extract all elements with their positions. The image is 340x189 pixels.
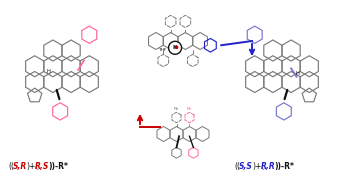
Text: ))-R*: ))-R*	[48, 163, 68, 171]
Text: H: H	[295, 71, 299, 76]
Text: ((: ((	[234, 163, 240, 171]
Text: THF: THF	[158, 48, 166, 52]
Text: Ph: Ph	[187, 107, 192, 111]
Text: H: H	[47, 69, 51, 74]
Text: )+(: )+(	[252, 163, 265, 171]
Text: ))-R*: ))-R*	[274, 163, 294, 171]
Circle shape	[169, 41, 182, 54]
Text: Ph: Ph	[174, 107, 179, 111]
Text: K: K	[173, 45, 177, 50]
Text: R,R: R,R	[261, 163, 276, 171]
Circle shape	[175, 46, 178, 49]
Text: ((: ((	[8, 163, 14, 171]
Text: R,S: R,S	[35, 163, 49, 171]
Text: )+(: )+(	[26, 163, 38, 171]
Text: S,R: S,R	[13, 163, 27, 171]
Text: S,S: S,S	[239, 163, 253, 171]
